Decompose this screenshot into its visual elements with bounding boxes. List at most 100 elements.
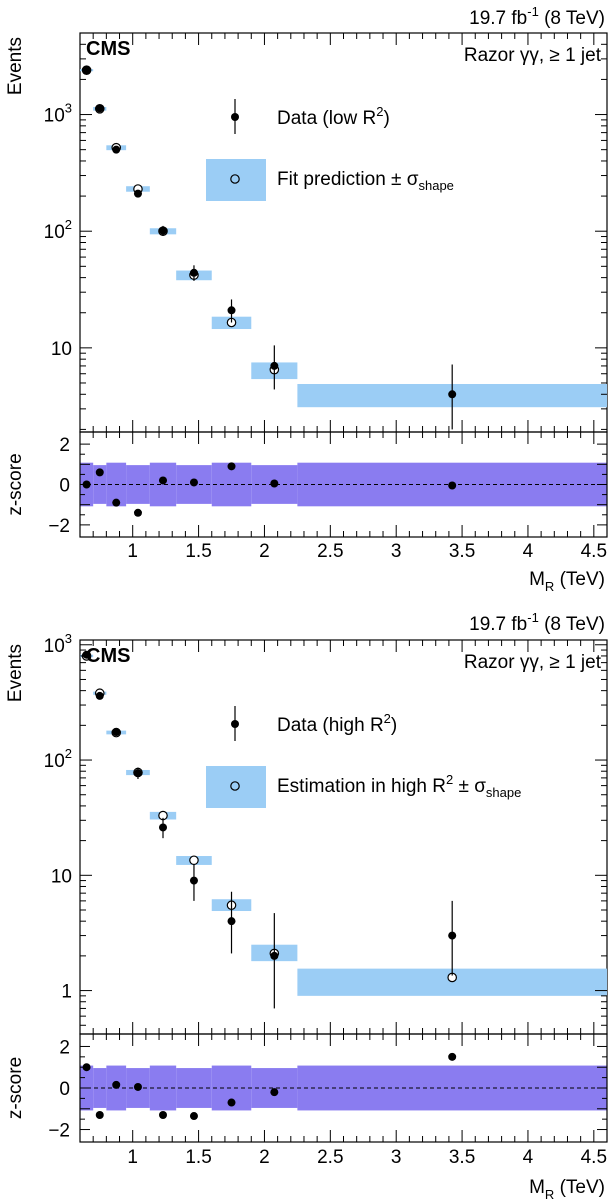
legend-data-marker xyxy=(231,113,239,121)
experiment-label: CMS xyxy=(86,38,130,60)
y-tick-label: 102 xyxy=(44,746,72,772)
y-tick-label: 103 xyxy=(44,631,72,657)
prediction-bands xyxy=(80,654,607,996)
z-axis-label: z-score xyxy=(5,1057,26,1119)
legend-data-marker xyxy=(231,720,239,728)
z-y-tick-label: 2 xyxy=(59,1037,70,1058)
z-band xyxy=(93,1068,107,1108)
data-markers xyxy=(82,66,457,430)
x-axis-ticks xyxy=(92,33,608,537)
data-point xyxy=(112,145,121,154)
data-point xyxy=(159,226,168,235)
x-tick-label: 3 xyxy=(391,1147,402,1168)
x-axis-label: MR (TeV) xyxy=(529,1177,605,1202)
data-markers xyxy=(82,650,457,1009)
x-tick-label: 4 xyxy=(523,1147,534,1168)
category-label: Razor γγ, ≥ 1 jet xyxy=(464,45,602,66)
z-point xyxy=(227,462,236,471)
legend: Data (high R2) Estimation in high R2 ± σs… xyxy=(206,706,521,808)
z-point xyxy=(270,479,279,488)
y-tick-label: 10 xyxy=(51,866,72,887)
z-point xyxy=(448,481,457,490)
data-point xyxy=(448,931,457,940)
x-tick-label: 1.5 xyxy=(185,541,211,562)
x-axis-ticks xyxy=(92,640,608,1142)
legend-data-label: Data (low R2) xyxy=(277,104,390,129)
x-tick-label: 3.5 xyxy=(449,1147,475,1168)
x-tick-label: 3 xyxy=(391,541,402,562)
data-point xyxy=(159,823,168,832)
data-point xyxy=(95,104,104,113)
x-tick-label: 2.5 xyxy=(317,1147,343,1168)
y-axis-ticks xyxy=(80,32,607,430)
data-point xyxy=(189,268,198,277)
z-panel: 2 0 −2 z-score xyxy=(5,431,608,538)
z-point xyxy=(159,476,168,485)
category-label: Razor γγ, ≥ 1 jet xyxy=(464,652,602,673)
z-y-tick-label: 0 xyxy=(59,1079,70,1100)
legend-prediction-marker xyxy=(230,174,240,184)
data-point xyxy=(95,691,104,700)
z-y-tick-label: 0 xyxy=(59,476,70,497)
z-point xyxy=(189,478,198,487)
lumi-label: 19.7 fb-1 (8 TeV) xyxy=(469,4,605,29)
x-tick-label: 3.5 xyxy=(449,541,475,562)
data-point xyxy=(227,917,236,926)
z-point xyxy=(189,1112,198,1121)
x-tick-label: 1.5 xyxy=(185,1147,211,1168)
legend-band-swatch xyxy=(206,766,266,808)
y-axis-label: Events xyxy=(5,37,26,95)
x-tick-label: 2 xyxy=(259,1147,270,1168)
z-panel: 2 0 −2 z-score xyxy=(5,1033,608,1143)
z-y-tick-label: −2 xyxy=(48,1121,70,1142)
z-band xyxy=(93,465,107,504)
legend-data-label: Data (high R2) xyxy=(277,711,397,736)
prediction-point xyxy=(189,855,199,866)
data-point xyxy=(270,361,279,370)
z-point xyxy=(112,1080,121,1089)
z-y-tick-label: 2 xyxy=(59,435,70,456)
y-tick-label: 1 xyxy=(61,982,72,1003)
z-point xyxy=(133,1082,142,1091)
x-tick-label: 2.5 xyxy=(317,541,343,562)
z-point xyxy=(227,1098,236,1107)
data-point xyxy=(82,66,91,75)
x-tick-label: 2 xyxy=(259,541,270,562)
z-point xyxy=(448,1052,457,1061)
legend-prediction-label: Estimation in high R2 ± σshape xyxy=(277,772,521,800)
legend-band-swatch xyxy=(206,159,266,201)
data-point xyxy=(133,769,142,778)
y-axis-label: Events xyxy=(5,644,26,702)
x-axis-label: MR (TeV) xyxy=(529,569,605,594)
z-point xyxy=(95,1111,104,1119)
data-point xyxy=(448,390,457,399)
experiment-label: CMS xyxy=(86,645,130,667)
z-y-tick-label: −2 xyxy=(48,516,70,537)
prediction-markers xyxy=(81,651,457,983)
z-point xyxy=(112,498,121,507)
x-tick-label: 4.5 xyxy=(581,541,607,562)
data-point xyxy=(82,650,91,659)
y-tick-label: 102 xyxy=(44,217,72,243)
legend: Data (low R2) Fit prediction ± σshape xyxy=(206,99,454,201)
z-point xyxy=(159,1111,168,1119)
data-point xyxy=(189,876,198,885)
x-tick-label: 1 xyxy=(127,541,138,562)
x-tick-label: 1 xyxy=(127,1147,138,1168)
z-point xyxy=(270,1088,279,1097)
legend-prediction-label: Fit prediction ± σshape xyxy=(277,169,454,193)
z-point xyxy=(133,508,142,517)
lumi-label: 19.7 fb-1 (8 TeV) xyxy=(469,610,605,635)
y-tick-label: 10 xyxy=(51,339,72,360)
data-point xyxy=(112,728,121,737)
x-tick-label: 4 xyxy=(523,541,534,562)
x-tick-label: 4.5 xyxy=(581,1147,607,1168)
z-point xyxy=(95,468,104,477)
data-point xyxy=(227,306,236,315)
y-tick-label: 103 xyxy=(44,101,72,127)
data-point xyxy=(270,951,279,960)
z-axis-label: z-score xyxy=(5,453,26,515)
